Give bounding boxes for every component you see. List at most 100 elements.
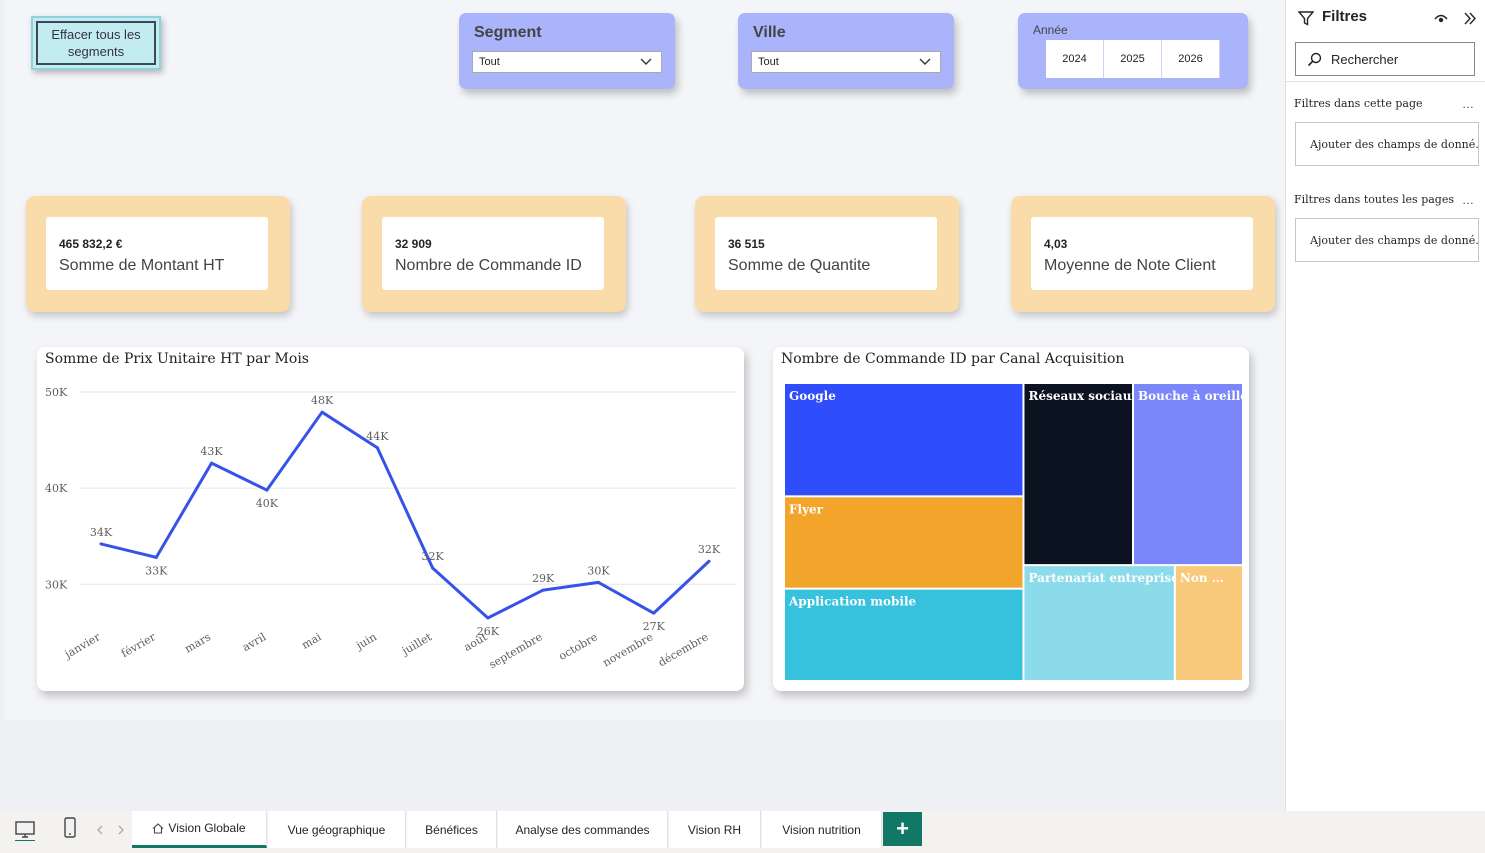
treemap-tile-partenariat-entreprise xyxy=(1024,566,1174,680)
ville-slicer-title: Ville xyxy=(753,24,786,41)
data-point xyxy=(652,611,656,615)
more-options-icon[interactable]: … xyxy=(1462,97,1475,111)
year-button-2024[interactable]: 2024 xyxy=(1046,40,1104,78)
x-tick-label: janvier xyxy=(61,630,103,662)
ville-dropdown-value: Tout xyxy=(758,56,779,68)
more-options-icon[interactable]: … xyxy=(1462,193,1475,207)
data-point xyxy=(265,488,269,492)
segment-dropdown-value: Tout xyxy=(479,56,500,68)
kpi-value: 32 909 xyxy=(395,237,432,251)
tab-label: Analyse des commandes xyxy=(515,822,650,837)
add-page-button[interactable]: + xyxy=(883,812,922,846)
annee-slicer-title: Année xyxy=(1033,23,1068,37)
data-label: 27K xyxy=(643,620,666,633)
line-chart-title: Somme de Prix Unitaire HT par Mois xyxy=(45,351,309,367)
x-tick-label: octobre xyxy=(557,630,600,663)
year-button-2026[interactable]: 2026 xyxy=(1162,40,1220,78)
data-label: 40K xyxy=(256,497,279,510)
collapse-pane-icon[interactable] xyxy=(1463,12,1477,25)
data-point xyxy=(707,559,711,563)
treemap-visual[interactable]: Nombre de Commande ID par Canal Acquisit… xyxy=(773,347,1249,691)
x-tick-label: avril xyxy=(240,630,269,654)
segment-dropdown[interactable]: Tout xyxy=(472,51,662,73)
data-point xyxy=(541,588,545,592)
page-tab-bar: Vision Globale Vue géographique Bénéfice… xyxy=(0,811,1485,853)
tab-vue-geographique[interactable]: Vue géographique xyxy=(268,811,406,848)
data-label: 43K xyxy=(200,445,223,458)
x-tick-label: mai xyxy=(299,630,324,652)
kpi-label: Nombre de Commande ID xyxy=(395,257,582,274)
treemap-tile-application-mobile xyxy=(785,589,1023,680)
tab-vision-globale[interactable]: Vision Globale xyxy=(132,811,267,848)
kpi-card-commande-id[interactable]: 32 909 Nombre de Commande ID xyxy=(362,196,626,312)
kpi-card-quantite[interactable]: 36 515 Somme de Quantite xyxy=(695,196,959,312)
tab-label: Vision nutrition xyxy=(782,822,861,837)
x-tick-label: juin xyxy=(352,630,379,653)
segment-slicer: Segment Tout xyxy=(459,13,675,89)
treemap-tile-label: Partenariat entreprise xyxy=(1028,571,1179,585)
chevron-down-icon xyxy=(919,58,931,65)
kpi-value: 4,03 xyxy=(1044,237,1068,251)
filters-search-input[interactable]: Rechercher xyxy=(1295,42,1475,76)
data-point xyxy=(320,410,324,414)
treemap-tile-bouche-oreille xyxy=(1134,384,1242,565)
data-label: 29K xyxy=(532,572,555,585)
y-tick-label: 50K xyxy=(45,386,68,399)
data-point xyxy=(210,461,214,465)
data-label: 44K xyxy=(366,430,389,443)
treemap-tile-label: Bouche à oreille xyxy=(1138,389,1248,403)
x-tick-label: juillet xyxy=(398,630,434,659)
treemap-tile-non xyxy=(1175,566,1242,680)
chevron-down-icon xyxy=(640,58,652,65)
desktop-view-icon[interactable] xyxy=(14,819,36,841)
filters-page-drop-well[interactable]: Ajouter des champs de donné… xyxy=(1295,122,1479,166)
chevron-right-icon[interactable] xyxy=(117,825,125,835)
line-chart-visual[interactable]: Somme de Prix Unitaire HT par Mois 30K 40… xyxy=(37,347,744,691)
filters-all-drop-well[interactable]: Ajouter des champs de donné… xyxy=(1295,218,1479,262)
treemap-tile-google xyxy=(785,384,1023,496)
kpi-label: Moyenne de Note Client xyxy=(1044,257,1216,274)
kpi-card-body: 32 909 Nombre de Commande ID xyxy=(382,217,604,290)
filters-pane: Filtres Rechercher Filtres dans cette pa… xyxy=(1285,0,1485,811)
filter-icon xyxy=(1298,11,1314,26)
x-tick-label: novembre xyxy=(601,630,656,669)
kpi-card-montant-ht[interactable]: 465 832,2 € Somme de Montant HT xyxy=(26,196,290,312)
treemap-tile-label: Réseaux sociaux xyxy=(1028,389,1139,403)
kpi-card-body: 4,03 Moyenne de Note Client xyxy=(1031,217,1253,290)
filters-pane-title: Filtres xyxy=(1322,8,1368,25)
ville-dropdown[interactable]: Tout xyxy=(751,51,941,73)
chevron-left-icon[interactable] xyxy=(96,825,104,835)
data-point xyxy=(154,555,158,559)
treemap-tile-label: Application mobile xyxy=(788,595,917,609)
treemap-tile-flyer xyxy=(785,497,1023,588)
data-label: 30K xyxy=(587,564,610,577)
filters-section-all-label: Filtres dans toutes les pages xyxy=(1294,193,1454,206)
report-canvas: Effacer tous les segments Segment Tout V… xyxy=(4,0,1285,720)
tab-label: Bénéfices xyxy=(425,822,478,837)
data-point xyxy=(431,566,435,570)
x-tick-label: mars xyxy=(182,630,213,655)
treemap-tile-label: Non … xyxy=(1180,571,1224,585)
year-buttons: 2024 2025 2026 xyxy=(1046,40,1220,78)
segment-slicer-title: Segment xyxy=(474,24,542,41)
annee-slicer: Année 2024 2025 2026 xyxy=(1018,13,1248,89)
mobile-view-icon[interactable] xyxy=(63,817,77,839)
year-button-2025[interactable]: 2025 xyxy=(1104,40,1162,78)
eye-icon[interactable] xyxy=(1434,13,1448,24)
clear-all-slicers-button[interactable]: Effacer tous les segments xyxy=(31,16,161,70)
treemap-tile-r-seaux-sociaux xyxy=(1024,384,1133,565)
treemap-chart: Google Flyer Application mobile Réseaux soc… xyxy=(785,384,1248,680)
tab-analyse-des-commandes[interactable]: Analyse des commandes xyxy=(498,811,668,848)
kpi-card-body: 465 832,2 € Somme de Montant HT xyxy=(46,217,268,290)
data-point xyxy=(596,580,600,584)
kpi-value: 465 832,2 € xyxy=(59,237,123,251)
data-label: 32K xyxy=(422,550,445,563)
tab-vision-rh[interactable]: Vision RH xyxy=(669,811,761,848)
filters-section-page-label: Filtres dans cette page xyxy=(1294,97,1423,110)
ville-slicer: Ville Tout xyxy=(738,13,954,89)
kpi-card-note-client[interactable]: 4,03 Moyenne de Note Client xyxy=(1011,196,1275,312)
data-label: 33K xyxy=(145,564,168,577)
tab-benefices[interactable]: Bénéfices xyxy=(407,811,497,848)
kpi-label: Somme de Quantite xyxy=(728,257,871,274)
tab-vision-nutrition[interactable]: Vision nutrition xyxy=(762,811,882,848)
